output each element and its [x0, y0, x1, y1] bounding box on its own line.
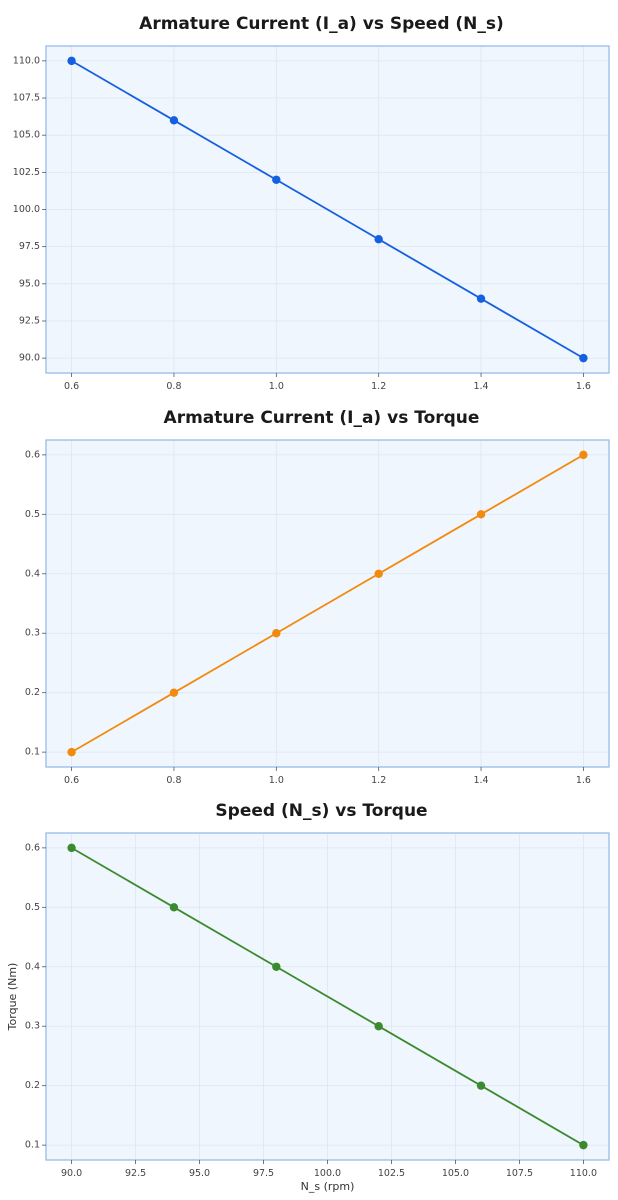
chart-2-xtick-label-7: 107.5 [506, 1168, 533, 1179]
chart-1-point-5 [579, 450, 588, 460]
chart-1-point-4 [476, 510, 486, 519]
chart-2-xtick-label-2: 95.0 [189, 1168, 210, 1179]
chart-1-point-2 [272, 629, 281, 638]
chart-0-title: Armature Current (I_a) vs Speed (N_s) [139, 14, 504, 34]
chart-2-ylabel: Torque (Nm) [6, 963, 19, 1032]
chart-1-ytick-label-5: 0.6 [25, 449, 40, 460]
chart-0-ytick-label-6: 105.0 [13, 130, 40, 141]
chart-1-point-1 [169, 688, 179, 697]
chart-1-ytick-label-3: 0.4 [25, 568, 40, 579]
chart-2-title: Speed (N_s) vs Torque [215, 801, 427, 821]
chart-2-point-2 [272, 962, 281, 971]
chart-0-ytick-label-5: 102.5 [13, 167, 40, 178]
chart-0-point-0 [67, 56, 76, 66]
chart-1-ytick-label-0: 0.1 [25, 747, 40, 758]
chart-0-point-2 [272, 175, 281, 184]
chart-1-point-0 [67, 747, 76, 757]
chart-0-xtick-label-0: 0.6 [64, 381, 79, 392]
chart-2-xtick-label-6: 105.0 [442, 1168, 469, 1179]
chart-0-ytick-label-4: 100.0 [13, 204, 40, 215]
chart-0-xtick-label-3: 1.2 [371, 381, 386, 392]
chart-speed-vs-torque: Speed (N_s) vs Torque 90.0 92.5 95.0 97.5 100… [6, 801, 610, 1193]
chart-1-xtick-label-4: 1.4 [473, 775, 488, 786]
chart-0-ytick-label-7: 107.5 [13, 93, 40, 104]
chart-1-frame [45, 439, 610, 768]
chart-1-xtick-label-5: 1.6 [576, 775, 591, 786]
chart-1-xtick-label-1: 0.8 [166, 775, 181, 786]
chart-1-xtick-label-3: 1.2 [371, 775, 386, 786]
chart-0-point-3 [374, 235, 383, 244]
chart-1-xtick-label-2: 1.0 [269, 775, 284, 786]
chart-2-xtick-label-3: 97.5 [253, 1168, 274, 1179]
chart-0-xtick-label-5: 1.6 [576, 381, 591, 392]
chart-0-ytick-label-3: 97.5 [19, 241, 40, 252]
chart-2-ytick-label-5: 0.6 [25, 842, 40, 853]
chart-0-ytick-label-1: 92.5 [19, 315, 40, 326]
chart-2-point-3 [374, 1022, 383, 1031]
chart-2-xtick-label-5: 102.5 [378, 1168, 405, 1179]
chart-1-ytick-label-4: 0.5 [25, 509, 40, 520]
chart-1-title: Armature Current (I_a) vs Torque [164, 408, 480, 428]
chart-2-xtick-label-1: 92.5 [125, 1168, 146, 1179]
chart-0-point-4 [476, 294, 486, 303]
chart-0-ytick-label-8: 110.0 [13, 55, 40, 66]
chart-0-point-1 [169, 116, 179, 125]
chart-2-series-line [71, 847, 584, 1146]
chart-0-series-line [71, 60, 584, 359]
chart-2-ytick-label-2: 0.3 [25, 1021, 40, 1032]
chart-2-ytick-label-1: 0.2 [25, 1080, 40, 1091]
chart-2-point-1 [169, 903, 179, 912]
chart-current-vs-speed: Armature Current (I_a) vs Speed (N_s) 0.6… [13, 14, 610, 392]
chart-1-point-3 [374, 569, 383, 578]
chart-0-point-5 [579, 353, 588, 363]
chart-2-ytick-label-0: 0.1 [25, 1140, 40, 1151]
chart-2-ytick-label-4: 0.5 [25, 902, 40, 913]
chart-1-ytick-label-1: 0.2 [25, 687, 40, 698]
chart-2-ytick-label-3: 0.4 [25, 961, 40, 972]
chart-0-xtick-label-2: 1.0 [269, 381, 284, 392]
chart-2-xtick-label-8: 110.0 [570, 1168, 597, 1179]
chart-2-point-5 [579, 1140, 588, 1150]
chart-1-ytick-label-2: 0.3 [25, 628, 40, 639]
chart-1-xtick-label-0: 0.6 [64, 775, 79, 786]
chart-2-xtick-label-4: 100.0 [314, 1168, 341, 1179]
chart-0-xtick-label-1: 0.8 [166, 381, 181, 392]
chart-current-vs-torque: Armature Current (I_a) vs Torque 0.6 0.8 1.… [25, 408, 610, 786]
chart-1-series-line [71, 454, 584, 753]
chart-0-xtick-label-4: 1.4 [473, 381, 488, 392]
chart-0-ytick-label-0: 90.0 [19, 353, 40, 364]
chart-2-point-0 [67, 843, 76, 853]
chart-2-xlabel: N_s (rpm) [301, 1180, 355, 1193]
chart-0-ytick-label-2: 95.0 [19, 278, 40, 289]
chart-2-point-4 [476, 1081, 486, 1090]
chart-2-xtick-label-0: 90.0 [61, 1168, 82, 1179]
